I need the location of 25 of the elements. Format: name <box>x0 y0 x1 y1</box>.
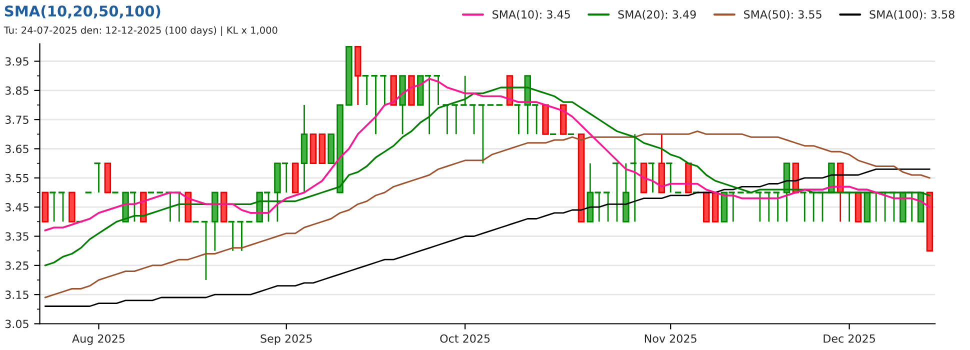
candlestick <box>630 133 640 222</box>
chart-subtitle: Tu: 24-07-2025 den: 12-12-2025 (100 days) | KL x 1,000 <box>4 26 278 36</box>
y-tick-label: 3.55 <box>5 174 28 182</box>
x-tick-label: Nov 2025 <box>644 334 696 343</box>
chart-title: SMA(10,20,50,100) <box>4 5 160 18</box>
y-tick-label: 3.65 <box>5 144 28 154</box>
y-tick-label: 3.25 <box>5 261 28 270</box>
x-tick-label: Sep 2025 <box>260 334 312 345</box>
legend-label: SMA(20): 3.49 <box>618 10 696 20</box>
x-tick-label: Oct 2025 <box>440 334 490 343</box>
y-tick-label: 3.85 <box>5 86 28 95</box>
x-tick-label: Aug 2025 <box>72 334 125 345</box>
legend-label: SMA(10): 3.45 <box>492 10 570 20</box>
legend-label: SMA(100): 3.58 <box>870 10 954 20</box>
line-series <box>44 78 931 232</box>
x-tick-label: Dec 2025 <box>824 334 875 343</box>
y-tick-label: 3.75 <box>5 116 28 124</box>
y-tick-label: 3.95 <box>5 57 28 66</box>
y-tick-label: 3.15 <box>5 290 28 299</box>
legend-label: SMA(50): 3.55 <box>744 10 822 20</box>
line-series <box>44 168 930 307</box>
y-tick-label: 3.45 <box>5 203 28 212</box>
line-series <box>44 130 930 298</box>
y-tick-label: 3.35 <box>5 232 28 241</box>
y-tick-label: 3.05 <box>5 320 28 328</box>
